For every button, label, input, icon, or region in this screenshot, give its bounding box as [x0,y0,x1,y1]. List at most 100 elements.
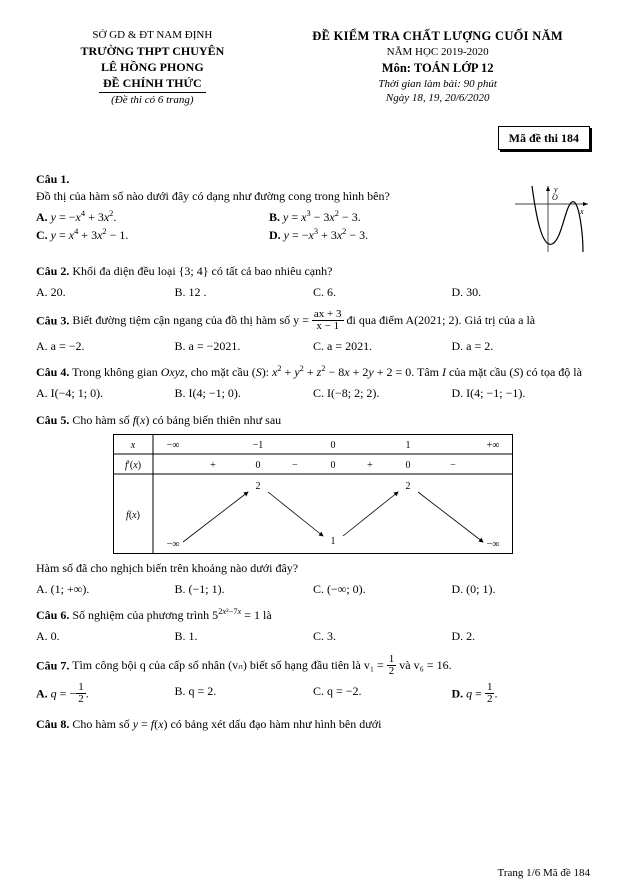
q3-fraction: ax + 3x − 1 [312,309,344,332]
q7-c: C. q = −2. [313,682,452,707]
svg-text:−∞: −∞ [167,440,180,451]
q4-b: B. I(4; −1; 0). [175,384,314,402]
svg-text:−1: −1 [253,440,264,451]
q5-c: C. (−∞; 0). [313,580,452,598]
svg-text:−∞: −∞ [487,539,500,550]
q5-label: Câu 5. [36,413,69,427]
question-5: Câu 5. Cho hàm số f(x) có bảng biến thiê… [36,412,590,599]
q7-b: B. q = 2. [175,682,314,707]
q3-options: A. a = −2. B. a = −2021. C. a = 2021. D.… [36,337,590,355]
svg-text:0: 0 [406,460,411,471]
svg-text:f′(x): f′(x) [125,460,141,471]
question-8: Câu 8. Cho hàm số y = f(x) có bảng xét d… [36,716,590,732]
q1-c: C. y = x4 + 3x2 − 1. [36,226,269,244]
q2-label: Câu 2. [36,264,69,278]
question-3: Câu 3. Biết đường tiệm cận ngang của đồ … [36,310,590,355]
q3-b: B. a = −2021. [175,337,314,355]
svg-text:+: + [210,460,216,471]
q6-a: A. 0. [36,627,175,645]
q4-a: A. I(−4; 1; 0). [36,384,175,402]
q1-label: Câu 1. [36,171,590,187]
q2-b: B. 12 . [175,283,314,301]
svg-text:1: 1 [331,536,336,547]
q6-text: Số nghiệm của phương trình 52x²−7x = 1 l… [72,608,271,622]
variation-table: x −∞ −1 0 1 +∞ f′(x) + 0 − 0 + 0 − f(x) … [113,434,513,554]
q1-b: B. y = x3 − 3x2 − 3. [269,208,502,226]
q3-text: Biết đường tiệm cận ngang của đồ thị hàm… [72,313,535,327]
q5-followup: Hàm số đã cho nghịch biến trên khoảng nà… [36,560,590,576]
q7-a: A. q = −12. [36,682,175,707]
question-6: Câu 6. Số nghiệm của phương trình 52x²−7… [36,607,590,645]
q5-text: Cho hàm số f(x) có bảng biến thiên như s… [72,413,281,427]
exam-date: Ngày 18, 19, 20/6/2020 [285,91,590,106]
q4-c: C. I(−8; 2; 2). [313,384,452,402]
svg-text:0: 0 [331,440,336,451]
q4-options: A. I(−4; 1; 0). B. I(4; −1; 0). C. I(−8;… [36,384,590,402]
q3-label: Câu 3. [36,313,69,327]
q1-text: Đồ thị của hàm số nào dưới đây có dạng n… [36,188,590,204]
q1-options: A. y = −x4 + 3x2. B. y = x3 − 3x2 − 3. C… [36,208,502,244]
exam-code-box: Mã đề thi 184 [498,126,590,150]
q5-a: A. (1; +∞). [36,580,175,598]
q5-b: B. (−1; 1). [175,580,314,598]
q1-graph: O x y [510,184,590,254]
subject: Môn: TOÁN LỚP 12 [285,60,590,77]
svg-text:1: 1 [406,440,411,451]
svg-text:−: − [292,460,298,471]
page-footer: Trang 1/6 Mã đề 184 [498,866,590,881]
question-4: Câu 4. Trong không gian Oxyz, cho mặt cầ… [36,364,590,402]
q2-options: A. 20. B. 12 . C. 6. D. 30. [36,283,590,301]
q2-a: A. 20. [36,283,175,301]
question-7: Câu 7. Tìm công bội q của cấp số nhân (v… [36,655,590,707]
svg-text:O: O [552,193,558,202]
header-right: ĐỀ KIỂM TRA CHẤT LƯỢNG CUỐI NĂM NĂM HỌC … [285,28,590,108]
school-line2: LÊ HỒNG PHONG [36,59,269,75]
exam-title: ĐỀ KIỂM TRA CHẤT LƯỢNG CUỐI NĂM [285,28,590,45]
svg-text:−∞: −∞ [167,539,180,550]
svg-text:0: 0 [256,460,261,471]
pages-note: (Đề thi có 6 trang) [36,93,269,108]
exam-page: SỞ GD & ĐT NAM ĐỊNH TRƯỜNG THPT CHUYÊN L… [0,0,626,895]
q8-label: Câu 8. [36,717,69,731]
q2-c: C. 6. [313,283,452,301]
q2-d: D. 30. [452,283,591,301]
dept: SỞ GD & ĐT NAM ĐỊNH [36,28,269,43]
q3-c: C. a = 2021. [313,337,452,355]
svg-text:+: + [367,460,373,471]
official: ĐỀ CHÍNH THỨC [36,75,269,93]
q7-label: Câu 7. [36,658,69,672]
q7-text: Tìm công bội q của cấp số nhân (vₙ) biết… [72,658,451,672]
svg-text:2: 2 [406,481,411,492]
q4-text: Trong không gian Oxyz, cho mặt cầu (S): … [72,365,582,379]
q6-c: C. 3. [313,627,452,645]
svg-text:x: x [130,440,136,451]
q1-a: A. y = −x4 + 3x2. [36,208,269,226]
q7-frac1: 12 [387,654,397,677]
duration: Thời gian làm bài: 90 phút [285,77,590,92]
svg-text:−: − [450,460,456,471]
q8-text: Cho hàm số y = f(x) có bảng xét dấu đạo … [72,717,381,731]
q5-options: A. (1; +∞). B. (−1; 1). C. (−∞; 0). D. (… [36,580,590,598]
question-1: Câu 1. O x y Đồ thị của hàm số nào dưới … [36,171,590,253]
svg-text:y: y [553,185,558,194]
school-line1: TRƯỜNG THPT CHUYÊN [36,43,269,59]
q7-d: D. q = 12. [452,682,591,707]
q4-d: D. I(4; −1; −1). [452,384,591,402]
q2-text: Khối đa diện đều loại {3; 4} có tất cả b… [72,264,332,278]
question-2: Câu 2. Khối đa diện đều loại {3; 4} có t… [36,263,590,301]
q6-options: A. 0. B. 1. C. 3. D. 2. [36,627,590,645]
q5-d: D. (0; 1). [452,580,591,598]
q6-b: B. 1. [175,627,314,645]
q6-label: Câu 6. [36,608,69,622]
school-year: NĂM HỌC 2019-2020 [285,45,590,60]
svg-text:+∞: +∞ [487,440,500,451]
q3-d: D. a = 2. [452,337,591,355]
svg-text:2: 2 [256,481,261,492]
q4-label: Câu 4. [36,365,69,379]
q7-options: A. q = −12. B. q = 2. C. q = −2. D. q = … [36,682,590,707]
q3-a: A. a = −2. [36,337,175,355]
svg-text:0: 0 [331,460,336,471]
header-left: SỞ GD & ĐT NAM ĐỊNH TRƯỜNG THPT CHUYÊN L… [36,28,269,108]
q6-d: D. 2. [452,627,591,645]
header: SỞ GD & ĐT NAM ĐỊNH TRƯỜNG THPT CHUYÊN L… [36,28,590,108]
